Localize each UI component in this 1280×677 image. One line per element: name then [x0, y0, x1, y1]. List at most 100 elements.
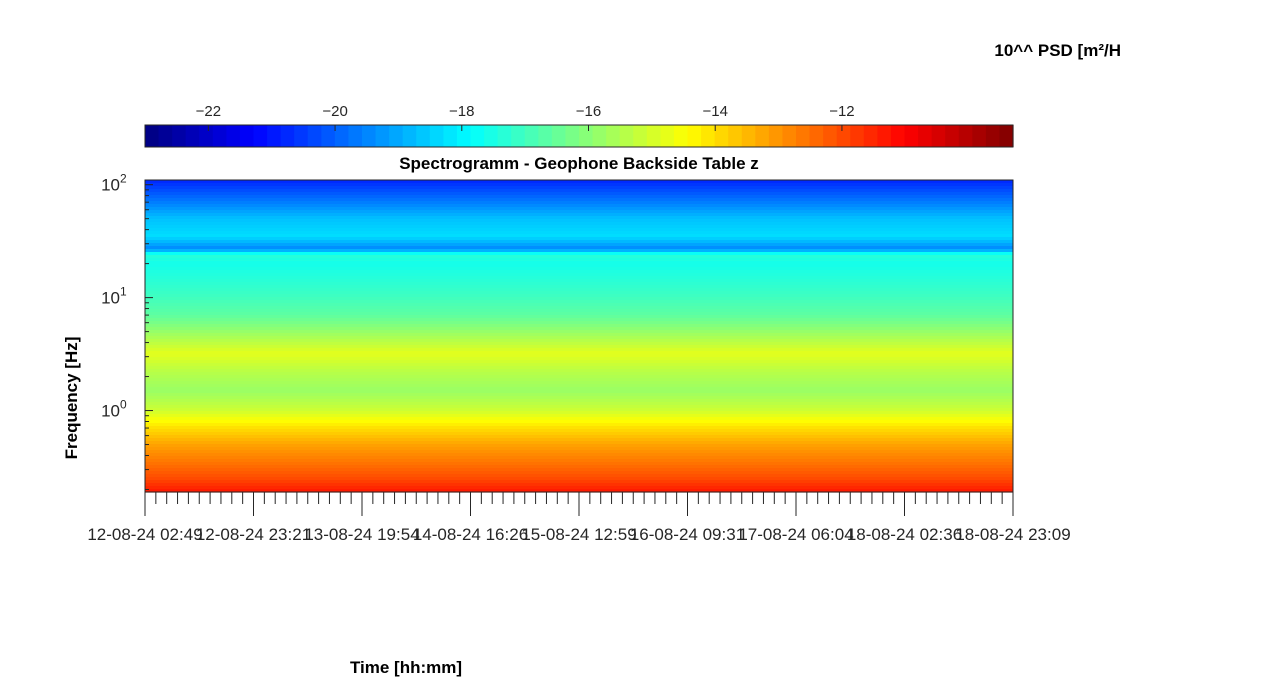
- spectrogram-row: [145, 192, 1013, 196]
- spectrogram-row: [145, 309, 1013, 313]
- colorbar-band: [172, 125, 187, 147]
- spectrogram-row: [145, 444, 1013, 448]
- colorbar-band: [334, 125, 350, 147]
- colorbar-band: [348, 125, 363, 147]
- spectrogram-row: [145, 252, 1013, 256]
- colorbar-band: [538, 125, 553, 147]
- spectrogram-row: [145, 312, 1013, 316]
- colorbar-band: [511, 125, 526, 147]
- y-tick-exponent: 0: [120, 398, 127, 412]
- spectrogram-row: [145, 429, 1013, 433]
- colorbar-band: [958, 125, 973, 147]
- colorbar-band: [389, 125, 404, 147]
- colorbar-band: [497, 125, 512, 147]
- spectrogram-row: [145, 210, 1013, 214]
- spectrogram-row: [145, 306, 1013, 310]
- spectrogram-row: [145, 390, 1013, 394]
- spectrogram-row: [145, 351, 1013, 355]
- spectrogram-row: [145, 201, 1013, 205]
- x-tick-label: 13-08-24 19:54: [304, 525, 419, 544]
- spectrogram-row: [145, 261, 1013, 265]
- spectrogram-row: [145, 246, 1013, 250]
- colorbar-band: [579, 125, 594, 147]
- spectrogram-row: [145, 405, 1013, 409]
- spectrogram-row: [145, 423, 1013, 427]
- spectrogram-row: [145, 276, 1013, 280]
- spectrogram-row: [145, 333, 1013, 337]
- spectrogram-row: [145, 228, 1013, 232]
- spectrogram-row: [145, 195, 1013, 199]
- spectrogram-row: [145, 180, 1013, 184]
- colorbar-band: [456, 125, 472, 147]
- spectrogram-row: [145, 183, 1013, 187]
- colorbar-tick-label: −16: [576, 103, 601, 120]
- x-tick-label: 15-08-24 12:59: [521, 525, 636, 544]
- colorbar-band: [985, 125, 1001, 147]
- x-tick-label: 16-08-24 09:31: [630, 525, 745, 544]
- colorbar-band: [796, 125, 811, 147]
- colorbar-band: [592, 125, 607, 147]
- colorbar-band: [809, 125, 824, 147]
- colorbar-band: [755, 125, 770, 147]
- spectrogram-row: [145, 249, 1013, 253]
- spectrogram-row: [145, 441, 1013, 445]
- spectrogram-row: [145, 348, 1013, 352]
- spectrogram-row: [145, 435, 1013, 439]
- spectrogram-row: [145, 465, 1013, 469]
- spectrogram-row: [145, 291, 1013, 295]
- spectrogram-row: [145, 471, 1013, 475]
- colorbar-band: [362, 125, 377, 147]
- colorbar-band: [294, 125, 309, 147]
- spectrogram-row: [145, 489, 1013, 493]
- colorbar-band: [470, 125, 485, 147]
- spectrogram-row: [145, 315, 1013, 319]
- colorbar-band: [701, 125, 716, 147]
- spectrogram-row: [145, 354, 1013, 358]
- spectrogram-row: [145, 369, 1013, 373]
- colorbar-band: [565, 125, 580, 147]
- spectrogram-row: [145, 198, 1013, 202]
- spectrogram-row: [145, 399, 1013, 403]
- spectrogram-row: [145, 387, 1013, 391]
- spectrogram-row: [145, 285, 1013, 289]
- spectrogram-row: [145, 357, 1013, 361]
- spectrogram-row: [145, 417, 1013, 421]
- colorbar-band: [239, 125, 255, 147]
- colorbar-tick-label: −18: [449, 103, 474, 120]
- colorbar-band: [253, 125, 268, 147]
- y-tick-exponent: 2: [120, 172, 127, 186]
- colorbar-band: [199, 125, 214, 147]
- spectrogram-row: [145, 216, 1013, 220]
- spectrogram-row: [145, 345, 1013, 349]
- colorbar-band: [823, 125, 838, 147]
- spectrogram-row: [145, 474, 1013, 478]
- colorbar-band: [972, 125, 987, 147]
- colorbar-band: [999, 125, 1014, 147]
- spectrogram-row: [145, 477, 1013, 481]
- colorbar-band: [687, 125, 702, 147]
- spectrogram-row: [145, 282, 1013, 286]
- spectrogram-row: [145, 267, 1013, 271]
- spectrogram-row: [145, 207, 1013, 211]
- spectrogram-row: [145, 264, 1013, 268]
- spectrogram-row: [145, 303, 1013, 307]
- spectrogram-row: [145, 468, 1013, 472]
- spectrogram-row: [145, 486, 1013, 490]
- spectrogram-row: [145, 237, 1013, 241]
- spectrogram-row: [145, 255, 1013, 259]
- spectrogram-row: [145, 258, 1013, 262]
- colorbar-band: [443, 125, 458, 147]
- colorbar-band: [633, 125, 648, 147]
- spectrogram-row: [145, 378, 1013, 382]
- colorbar-band: [606, 125, 621, 147]
- y-tick-exponent: 1: [120, 285, 127, 299]
- spectrogram-row: [145, 294, 1013, 298]
- spectrogram-row: [145, 384, 1013, 388]
- spectrogram-row: [145, 414, 1013, 418]
- colorbar-band: [877, 125, 892, 147]
- spectrogram-row: [145, 420, 1013, 424]
- spectrogram-row: [145, 450, 1013, 454]
- colorbar-band: [185, 125, 200, 147]
